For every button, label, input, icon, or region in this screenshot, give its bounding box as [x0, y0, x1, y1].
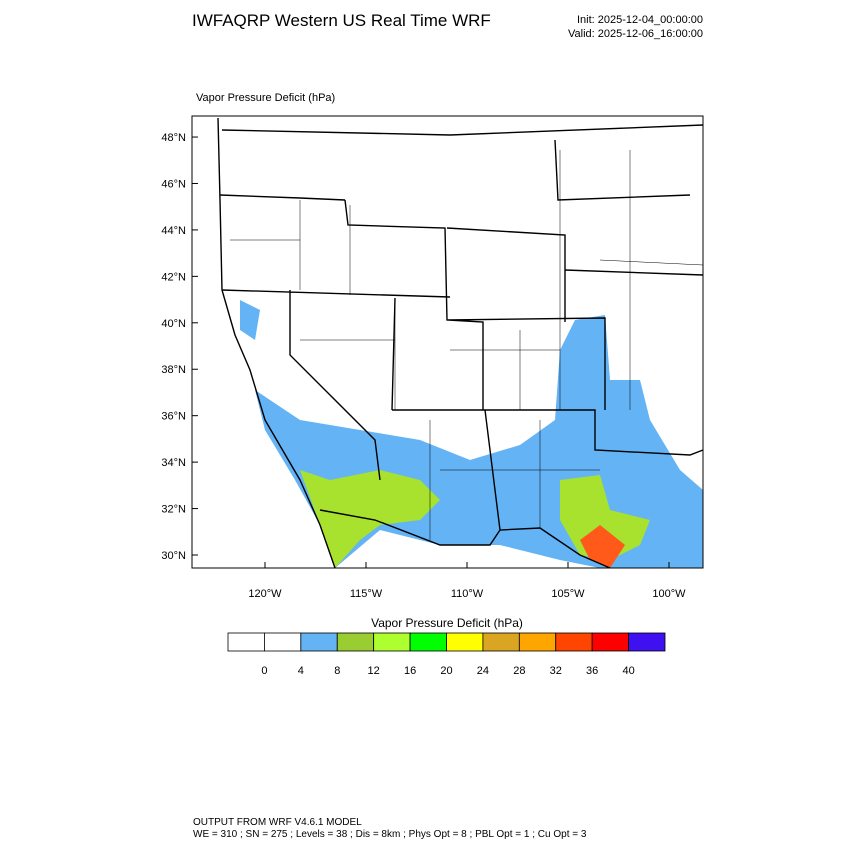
lon-ticks: 120°W 115°W 110°W 105°W 100°W — [248, 562, 686, 600]
lon-tick-label: 105°W — [551, 588, 585, 600]
colorbar-label: 16 — [404, 665, 416, 677]
map-frame — [191, 115, 704, 569]
lat-tick-label: 38°N — [161, 364, 186, 376]
colorbar-label: 4 — [298, 665, 304, 677]
map — [191, 115, 704, 569]
lat-ticks: 30°N 32°N 34°N 36°N 38°N 40°N 42°N 44°N 46°N 48°N — [161, 132, 198, 562]
lon-tick-label: 120°W — [248, 588, 282, 600]
lat-tick-label: 36°N — [161, 411, 186, 423]
vpd-4-8-north — [240, 300, 260, 340]
lat-tick-label: 34°N — [161, 457, 186, 469]
colorbar-label: 12 — [368, 665, 380, 677]
colorbar-box — [555, 632, 593, 652]
colorbar-box — [591, 632, 629, 652]
colorbar-label: 32 — [550, 665, 562, 677]
lon-tick-label: 115°W — [350, 588, 383, 600]
lat-tick-label: 46°N — [161, 178, 186, 190]
colorbar-box — [300, 632, 338, 652]
plot-label: Vapor Pressure Deficit (hPa) — [196, 92, 335, 104]
colorbar-box — [482, 632, 520, 652]
colorbar-label: 24 — [477, 665, 489, 677]
colorbar-label: 20 — [440, 665, 452, 677]
colorbar-label: 28 — [513, 665, 525, 677]
lat-tick-label: 32°N — [161, 504, 186, 516]
colorbar-label: 36 — [586, 665, 598, 677]
colorbar-box — [628, 632, 666, 652]
footer-line: WE = 310 ; SN = 275 ; Levels = 38 ; Dis … — [193, 829, 587, 840]
lon-tick-label: 110°W — [451, 588, 484, 600]
title: IWFAQRP Western US Real Time WRF — [192, 11, 491, 30]
colorbar-box — [336, 632, 375, 652]
init-time: Init: 2025-12-04_00:00:00 — [577, 14, 703, 26]
colorbar-box — [264, 632, 302, 652]
colorbar-box — [446, 632, 484, 652]
valid-time: Valid: 2025-12-06_16:00:00 — [568, 28, 703, 40]
colorbar-box — [227, 632, 265, 652]
vpd-32-36 — [580, 525, 625, 568]
footer-line: OUTPUT FROM WRF V4.6.1 MODEL — [193, 817, 362, 828]
colorbar-label: 0 — [261, 665, 267, 677]
colorbar-box — [409, 632, 447, 652]
lat-tick-label: 42°N — [161, 271, 186, 283]
lat-tick-label: 40°N — [161, 318, 186, 330]
lat-tick-label: 48°N — [161, 132, 186, 144]
colorbar-label: 40 — [622, 665, 634, 677]
colorbar-box — [518, 632, 557, 652]
colorbar-box — [373, 632, 411, 652]
colorbar-label: 8 — [334, 665, 340, 677]
lat-tick-label: 30°N — [161, 550, 186, 562]
colorbar-title: Vapor Pressure Deficit (hPa) — [371, 616, 523, 630]
colorbar: 0 4 8 12 16 20 24 28 32 36 40 — [227, 632, 666, 677]
lat-tick-label: 44°N — [161, 225, 186, 237]
vpd-12-16 — [300, 470, 650, 568]
lon-tick-label: 100°W — [652, 588, 686, 600]
